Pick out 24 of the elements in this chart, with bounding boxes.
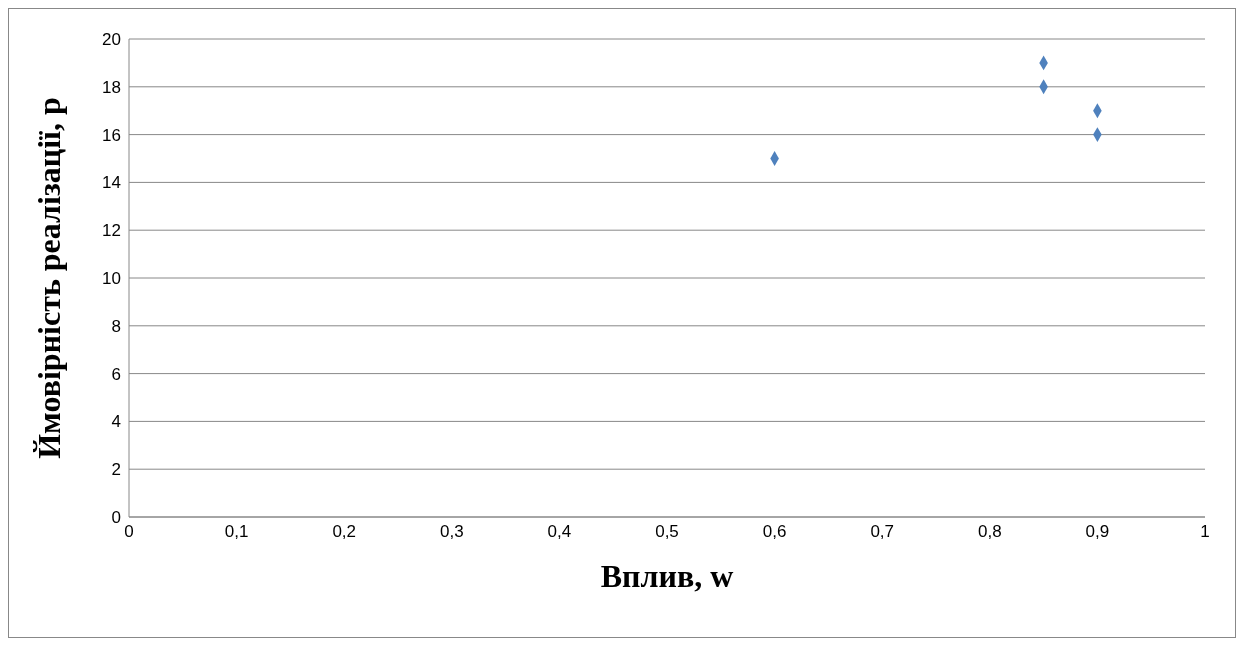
x-tick-label: 0,6 (762, 522, 787, 542)
x-tick-label: 0,4 (547, 522, 572, 542)
x-tick-label: 0,5 (655, 522, 679, 542)
y-tick-label: 14 (102, 173, 121, 193)
y-tick-label: 12 (102, 221, 121, 241)
x-tick-label: 0,1 (224, 522, 249, 542)
y-tick-label: 10 (102, 269, 121, 289)
y-tick-label: 4 (111, 412, 121, 432)
y-axis-title: Ймовірність реалізації, p (31, 97, 68, 459)
y-tick-label: 0 (111, 508, 121, 528)
y-tick-label: 8 (111, 316, 121, 336)
y-tick-label: 18 (102, 77, 121, 97)
x-tick-label: 0,9 (1085, 522, 1110, 542)
x-tick-label: 0,3 (439, 522, 464, 542)
y-tick-label: 2 (111, 460, 121, 480)
y-tick-label: 6 (111, 364, 121, 384)
x-tick-label: 0,2 (332, 522, 357, 542)
x-tick-label: 0,8 (977, 522, 1002, 542)
y-tick-label: 16 (102, 125, 121, 145)
x-tick-label: 0 (124, 522, 134, 542)
x-axis-title: Вплив, w (600, 558, 734, 594)
x-tick-label: 0,7 (870, 522, 895, 542)
y-tick-label: 20 (102, 30, 121, 50)
x-tick-label: 1 (1200, 522, 1210, 542)
